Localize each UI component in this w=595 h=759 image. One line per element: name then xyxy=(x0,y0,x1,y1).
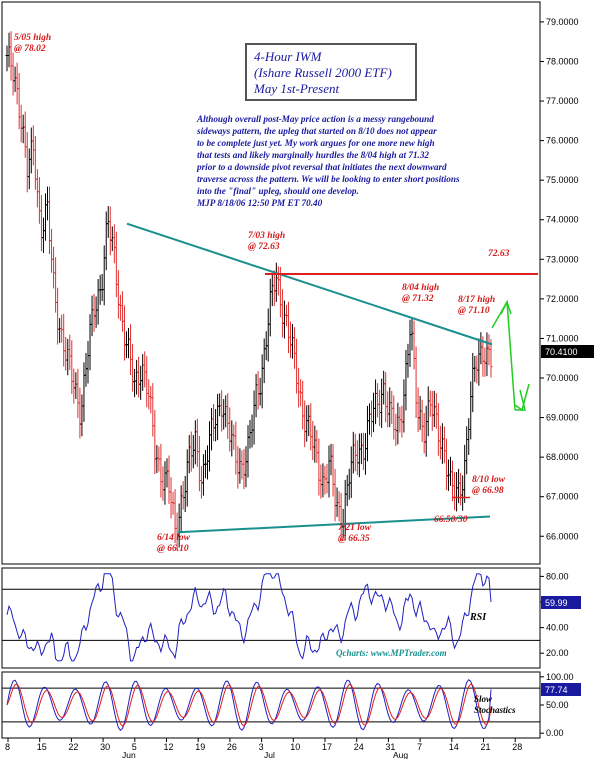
x-tick-label: 22 xyxy=(68,742,78,752)
stochastics-tick-label: 50.00 xyxy=(546,700,569,710)
x-tick-label: 31 xyxy=(385,742,395,752)
commentary-line: MJP 8/18/06 12:50 PM ET 70.40 xyxy=(196,198,323,208)
price-axis: 79.0000 78.0000 77.0000 76.0000 75.0000 74.00… xyxy=(540,17,579,541)
annotation-8-10-low: 8/10 low xyxy=(472,475,506,485)
x-tick-label: 5 xyxy=(132,742,137,752)
price-tick-label: 79.0000 xyxy=(546,17,579,27)
x-tick-label: 21 xyxy=(481,742,491,752)
commentary-line: that tests and likely marginally hurdles… xyxy=(197,150,429,160)
annotation-6-14-low-value: @ 66.10 xyxy=(157,544,189,554)
annotation-8-17-high-value: @ 71.10 xyxy=(458,306,490,316)
commentary-line: traverse across the pattern. We will be … xyxy=(197,174,460,184)
chart-title-line-2: (Ishare Russell 2000 ETF) xyxy=(254,65,392,80)
stochastics-label-line-2: Stochastics xyxy=(474,705,516,715)
x-axis: 8 15 22 30 5 12 19 26 3 10 17 24 31 7 14 21 28 Jun Jul Aug xyxy=(5,738,522,759)
chart-title-line-1: 4-Hour IWM xyxy=(254,49,323,64)
price-tick-label: 66.0000 xyxy=(546,531,579,541)
price-tick-label: 70.0000 xyxy=(546,373,579,383)
price-tick-label: 69.0000 xyxy=(546,413,579,423)
title-box xyxy=(245,43,417,101)
rsi-tick-label: 20.00 xyxy=(546,648,569,658)
x-tick-label: 24 xyxy=(354,742,364,752)
x-tick-label: 12 xyxy=(164,742,174,752)
upper-trendline xyxy=(126,222,493,346)
commentary-line: into the "final" upleg, should one devel… xyxy=(197,186,359,196)
rsi-tick-label: 40.00 xyxy=(546,623,569,633)
stochastics-tick-label: 100.00 xyxy=(546,672,574,682)
price-tick-label: 75.0000 xyxy=(546,175,579,185)
annotation-8-04-high: 8/04 high xyxy=(402,283,439,293)
annotation-7-21-low: 7/21 low xyxy=(338,523,372,533)
price-tick-label: 73.0000 xyxy=(546,254,579,264)
commentary-line: sideways pattern, the upleg that started… xyxy=(196,126,437,136)
price-tick-label: 74.0000 xyxy=(546,215,579,225)
price-tick-label: 72.0000 xyxy=(546,294,579,304)
annotation-8-10-low-value: @ 66.98 xyxy=(472,486,504,496)
rsi-watermark: Qcharts: www.MPTrader.com xyxy=(336,648,447,658)
rsi-last-badge xyxy=(541,596,581,609)
month-label: Aug xyxy=(393,750,408,759)
rsi-panel xyxy=(1,567,541,669)
last-price-value: 70.4100 xyxy=(545,347,578,357)
month-label: Jul xyxy=(264,750,275,759)
rsi-tick-label: 80.00 xyxy=(546,571,569,581)
month-label: Jun xyxy=(122,750,136,759)
x-tick-label: 14 xyxy=(449,742,459,752)
stochastics-d-line xyxy=(6,683,492,727)
price-tick-label: 68.0000 xyxy=(546,452,579,462)
x-tick-label: 28 xyxy=(512,742,522,752)
annotation-7-03-high: 7/03 high xyxy=(248,231,285,241)
price-tick-label: 76.0000 xyxy=(546,136,579,146)
price-tick-label: 77.0000 xyxy=(546,96,579,106)
projection-arrows xyxy=(491,299,530,412)
x-tick-label: 26 xyxy=(227,742,237,752)
price-tick-label: 78.0000 xyxy=(546,56,579,66)
stochastics-last-value: 77.74 xyxy=(545,685,568,695)
annotation-6-14-low: 6/14 low xyxy=(157,533,191,543)
x-tick-label: 19 xyxy=(195,742,205,752)
price-candles xyxy=(5,31,493,551)
x-tick-label: 10 xyxy=(290,742,300,752)
stochastics-label-line-1: Slow xyxy=(474,694,493,704)
price-panel xyxy=(1,1,541,565)
rsi-last-value: 59.99 xyxy=(545,598,568,608)
commentary-line: Although overall post-May price action i… xyxy=(196,114,434,124)
stochastics-last-badge xyxy=(541,683,581,696)
annotation-support-zone: 66.50/30 xyxy=(434,515,468,525)
commentary-block: Although overall post-May price action i… xyxy=(196,114,460,208)
price-tick-label: 67.0000 xyxy=(546,492,579,502)
rsi-label: RSI xyxy=(469,612,487,623)
x-tick-label: 15 xyxy=(37,742,47,752)
x-tick-label: 30 xyxy=(100,742,110,752)
x-tick-label: 7 xyxy=(417,742,422,752)
annotation-5-05-high-value: @ 78.02 xyxy=(14,44,46,54)
annotation-resistance-value: 72.63 xyxy=(488,249,510,259)
x-tick-label: 17 xyxy=(322,742,332,752)
last-price-badge xyxy=(541,345,594,358)
rsi-line xyxy=(6,573,492,662)
annotation-7-21-low-value: @ 66.35 xyxy=(338,534,370,544)
lower-trendline xyxy=(177,515,491,534)
x-tick-label: 3 xyxy=(259,742,264,752)
x-tick-label: 8 xyxy=(5,742,10,752)
annotation-8-04-high-value: @ 71.32 xyxy=(402,294,434,304)
stochastics-k-line xyxy=(6,678,492,732)
commentary-line: to be complete just yet. My work argues … xyxy=(197,138,435,148)
annotation-5-05-high: 5/05 high xyxy=(14,33,51,43)
annotation-8-17-high: 8/17 high xyxy=(458,295,495,305)
price-tick-label: 71.0000 xyxy=(546,333,579,343)
chart-title-line-3: May 1st-Present xyxy=(253,81,339,96)
stochastics-tick-label: 0.00 xyxy=(546,728,564,738)
annotation-7-03-high-value: @ 72.63 xyxy=(248,242,280,252)
commentary-line: prior to a downside pivot reversal that … xyxy=(196,162,447,172)
